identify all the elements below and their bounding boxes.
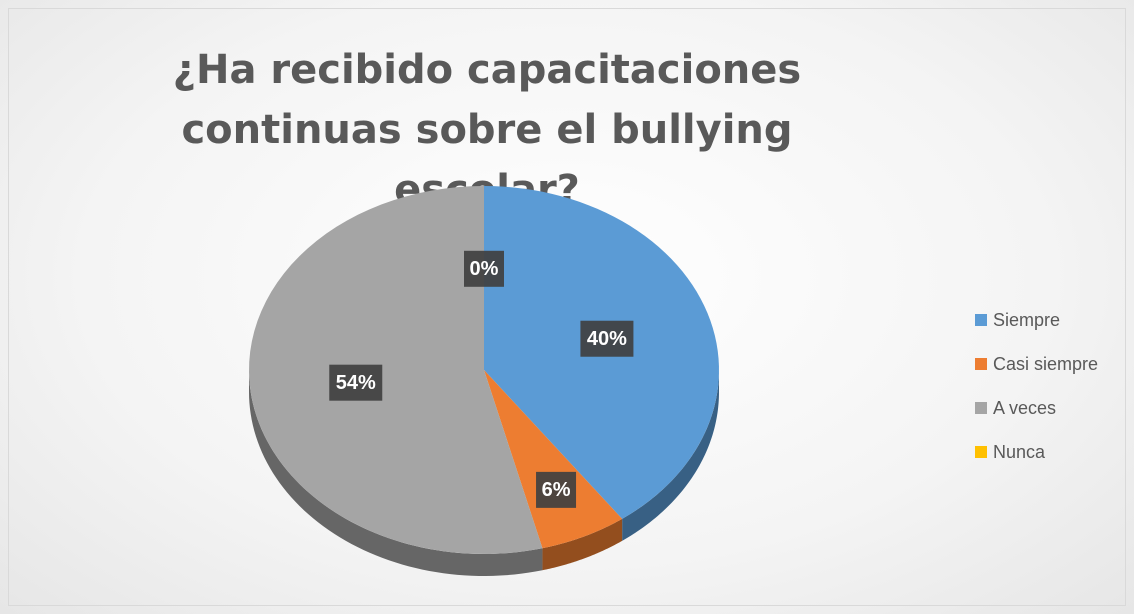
data-label: 0% xyxy=(470,258,499,280)
legend-label: Casi siempre xyxy=(993,354,1098,374)
legend-label: A veces xyxy=(993,398,1056,418)
data-label-box xyxy=(329,364,383,401)
slice xyxy=(484,370,623,549)
data-label: 40% xyxy=(587,328,627,350)
slice-side xyxy=(249,370,543,576)
legend-label: Nunca xyxy=(993,442,1046,462)
legend-swatch xyxy=(975,314,987,326)
legend-swatch xyxy=(975,358,987,370)
data-label-box xyxy=(464,250,504,287)
data-label-box xyxy=(536,471,577,508)
data-label: 54% xyxy=(336,372,376,394)
legend-swatch xyxy=(975,446,987,458)
legend-label: Siempre xyxy=(993,310,1060,330)
data-label-box xyxy=(580,320,634,357)
slice-side xyxy=(622,370,719,541)
slice-side xyxy=(542,518,623,571)
legend-swatch xyxy=(975,402,987,414)
chart-frame xyxy=(8,8,1126,606)
data-label: 6% xyxy=(542,479,571,501)
